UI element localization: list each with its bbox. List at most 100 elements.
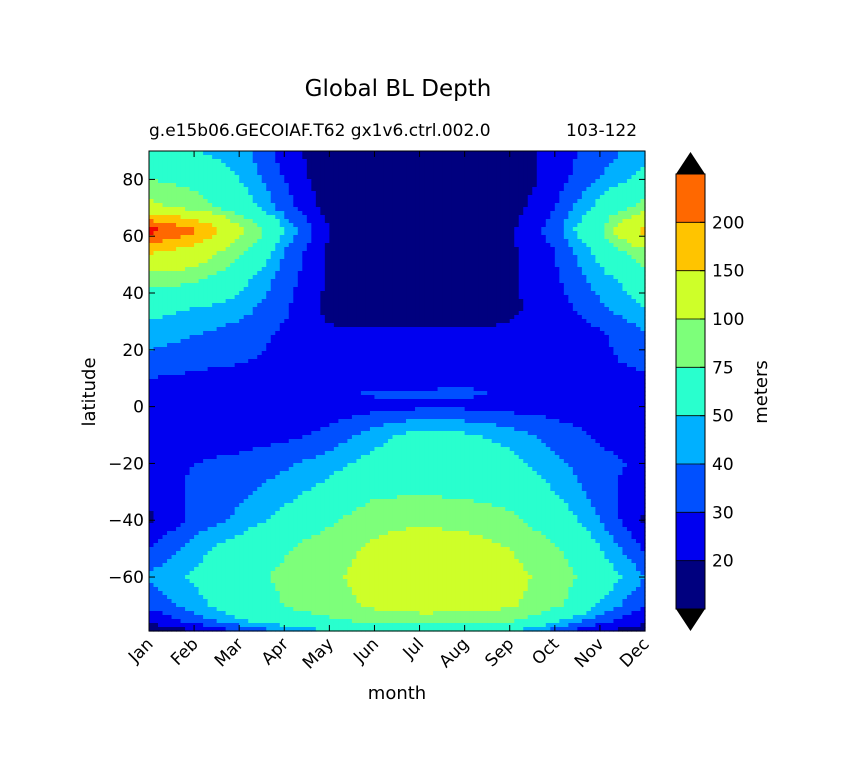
heatmap-cell	[401, 199, 407, 204]
heatmap-cell	[595, 155, 601, 160]
heatmap-cell	[356, 315, 362, 320]
heatmap-cell	[248, 251, 254, 256]
heatmap-cell	[257, 231, 263, 236]
heatmap-cell	[176, 203, 182, 208]
heatmap-cell	[338, 183, 344, 188]
heatmap-cell	[424, 191, 430, 196]
heatmap-cell	[149, 243, 155, 248]
heatmap-cell	[176, 187, 182, 192]
heatmap-cell	[293, 191, 299, 196]
heatmap-cell	[541, 211, 547, 216]
heatmap-cell	[532, 267, 538, 272]
heatmap-cell	[374, 275, 380, 280]
heatmap-cell	[171, 291, 177, 296]
heatmap-cell	[572, 291, 578, 296]
heatmap-cell	[216, 267, 222, 272]
heatmap-cell	[478, 151, 484, 156]
heatmap-cell	[464, 171, 470, 176]
heatmap-cell	[514, 211, 520, 216]
heatmap-cell	[469, 167, 475, 172]
heatmap-cell	[626, 291, 633, 296]
heatmap-cell	[464, 203, 470, 208]
heatmap-cell	[311, 211, 317, 216]
heatmap-cell	[171, 211, 177, 216]
heatmap-cell	[622, 251, 628, 256]
heatmap-cell	[563, 187, 569, 192]
heatmap-cell	[378, 243, 385, 248]
heatmap-cell	[207, 163, 213, 168]
heatmap-cell	[563, 203, 569, 208]
heatmap-cell	[383, 207, 389, 212]
heatmap-cell	[356, 211, 362, 216]
heatmap-cell	[324, 183, 330, 188]
heatmap-cell	[541, 215, 547, 220]
heatmap-cell	[234, 247, 240, 252]
heatmap-cell	[239, 183, 245, 188]
heatmap-cell	[613, 199, 619, 204]
heatmap-cell	[221, 195, 227, 200]
heatmap-cell	[243, 187, 249, 192]
heatmap-cell	[604, 271, 610, 276]
heatmap-cell	[284, 267, 290, 272]
heatmap-cell	[527, 267, 533, 272]
heatmap-cell	[315, 275, 321, 280]
heatmap-cell	[149, 227, 155, 232]
heatmap-cell	[496, 259, 502, 264]
heatmap-cell	[590, 199, 596, 204]
heatmap-cell	[599, 171, 606, 176]
heatmap-cell	[478, 243, 484, 248]
heatmap-cell	[369, 151, 376, 156]
heatmap-cell	[617, 323, 624, 328]
heatmap-cell	[635, 287, 642, 292]
heatmap-cell	[626, 271, 633, 276]
heatmap-cell	[563, 219, 569, 224]
heatmap-cell	[496, 231, 502, 236]
heatmap-cell	[428, 203, 434, 208]
heatmap-cell	[311, 235, 317, 240]
heatmap-cell	[617, 287, 624, 292]
heatmap-cell	[333, 167, 339, 172]
heatmap-cell	[514, 287, 520, 292]
heatmap-cell	[626, 247, 633, 252]
heatmap-cell	[162, 283, 168, 288]
heatmap-cell	[442, 283, 448, 288]
heatmap-cell	[541, 179, 547, 184]
heatmap-cell	[446, 327, 452, 332]
heatmap-cell	[311, 219, 317, 224]
heatmap-cell	[284, 179, 290, 184]
heatmap-cell	[550, 187, 556, 192]
heatmap-cell	[207, 215, 213, 220]
heatmap-cell	[415, 247, 421, 252]
heatmap-cell	[509, 311, 515, 316]
heatmap-cell	[604, 151, 610, 156]
heatmap-cell	[482, 315, 488, 320]
heatmap-cell	[338, 327, 344, 332]
heatmap-cell	[451, 183, 457, 188]
heatmap-cell	[149, 251, 155, 256]
heatmap-cell	[626, 303, 633, 308]
heatmap-cell	[306, 211, 312, 216]
heatmap-cell	[243, 271, 249, 276]
heatmap-cell	[437, 239, 443, 244]
heatmap-cell	[221, 295, 227, 300]
heatmap-cell	[505, 159, 511, 164]
heatmap-cell	[419, 223, 425, 228]
heatmap-cell	[302, 219, 308, 224]
heatmap-cell	[419, 151, 425, 156]
heatmap-cell	[487, 287, 493, 292]
heatmap-cell	[397, 231, 403, 236]
heatmap-cell	[374, 279, 380, 284]
heatmap-cell	[221, 163, 227, 168]
heatmap-cell	[261, 199, 267, 204]
heatmap-cell	[230, 227, 236, 232]
heatmap-cell	[149, 199, 155, 204]
heatmap-cell	[464, 243, 470, 248]
heatmap-cell	[383, 219, 389, 224]
heatmap-cell	[590, 259, 596, 264]
heatmap-cell	[383, 283, 389, 288]
heatmap-cell	[527, 291, 533, 296]
heatmap-cell	[577, 307, 583, 312]
heatmap-cell	[590, 315, 596, 320]
heatmap-cell	[523, 175, 529, 180]
heatmap-cell	[207, 243, 213, 248]
